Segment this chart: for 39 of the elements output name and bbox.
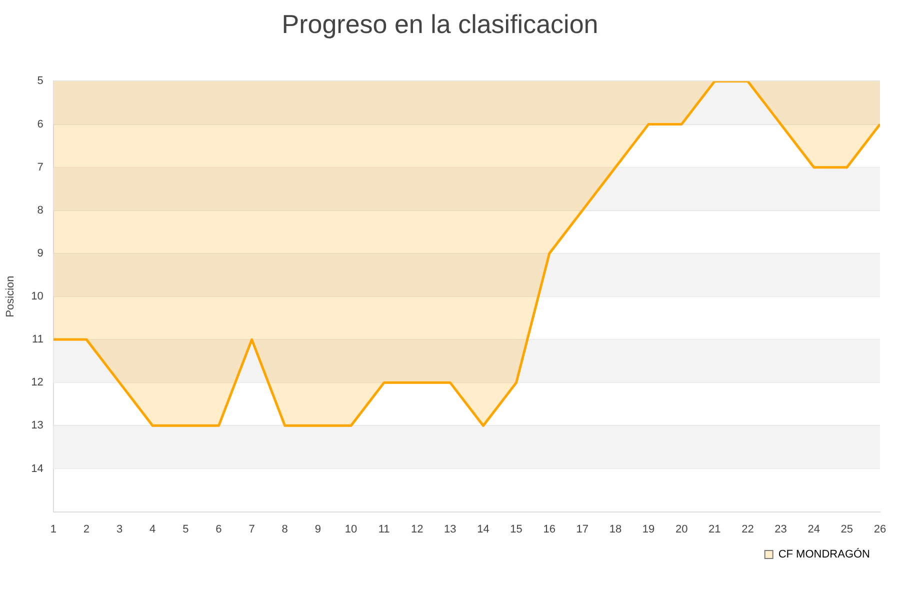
x-tick-label: 8 [282,523,288,536]
x-tick-label: 19 [642,523,655,536]
y-tick-label: 14 [31,462,44,475]
chart-title: Progreso en la clasificacion [282,8,598,39]
x-tick-label: 1 [50,523,56,536]
x-tick-label: 5 [182,523,189,536]
x-tick-label: 11 [378,523,390,536]
x-tick-label: 15 [510,523,522,536]
y-tick-label: 11 [32,334,44,346]
x-tick-label: 26 [874,523,886,536]
y-axis-title: Posicion [4,276,17,318]
x-tick-label: 24 [808,523,820,536]
x-tick-label: 23 [774,523,787,536]
x-tick-label: 13 [444,523,456,536]
x-tick-label: 6 [216,523,222,536]
x-tick-label: 7 [248,523,255,536]
y-tick-label: 12 [31,376,44,389]
x-tick-label: 9 [314,523,321,536]
x-tick-label: 18 [609,523,622,536]
x-tick-label: 10 [344,523,358,536]
y-tick-label: 13 [31,420,44,432]
y-tick-label: 10 [31,290,44,303]
x-tick-label: 25 [840,523,854,536]
x-tick-label: 20 [676,523,688,536]
y-tick-label: 9 [37,247,44,260]
x-tick-label: 22 [742,523,754,536]
x-tick-label: 4 [150,523,156,536]
y-tick-label: 8 [37,204,44,216]
legend-label: CF MONDRAGÓN [778,548,870,561]
y-tick-label: 6 [37,118,44,130]
x-tick-label: 17 [576,523,589,536]
x-tick-label: 21 [708,523,721,536]
x-tick-label: 16 [543,523,556,536]
x-tick-label: 12 [411,523,424,536]
x-tick-label: 3 [116,523,123,536]
y-tick-label: 7 [37,161,44,174]
x-tick-label: 14 [477,523,490,536]
x-tick-label: 2 [83,523,90,536]
y-tick-label: 5 [37,75,44,88]
